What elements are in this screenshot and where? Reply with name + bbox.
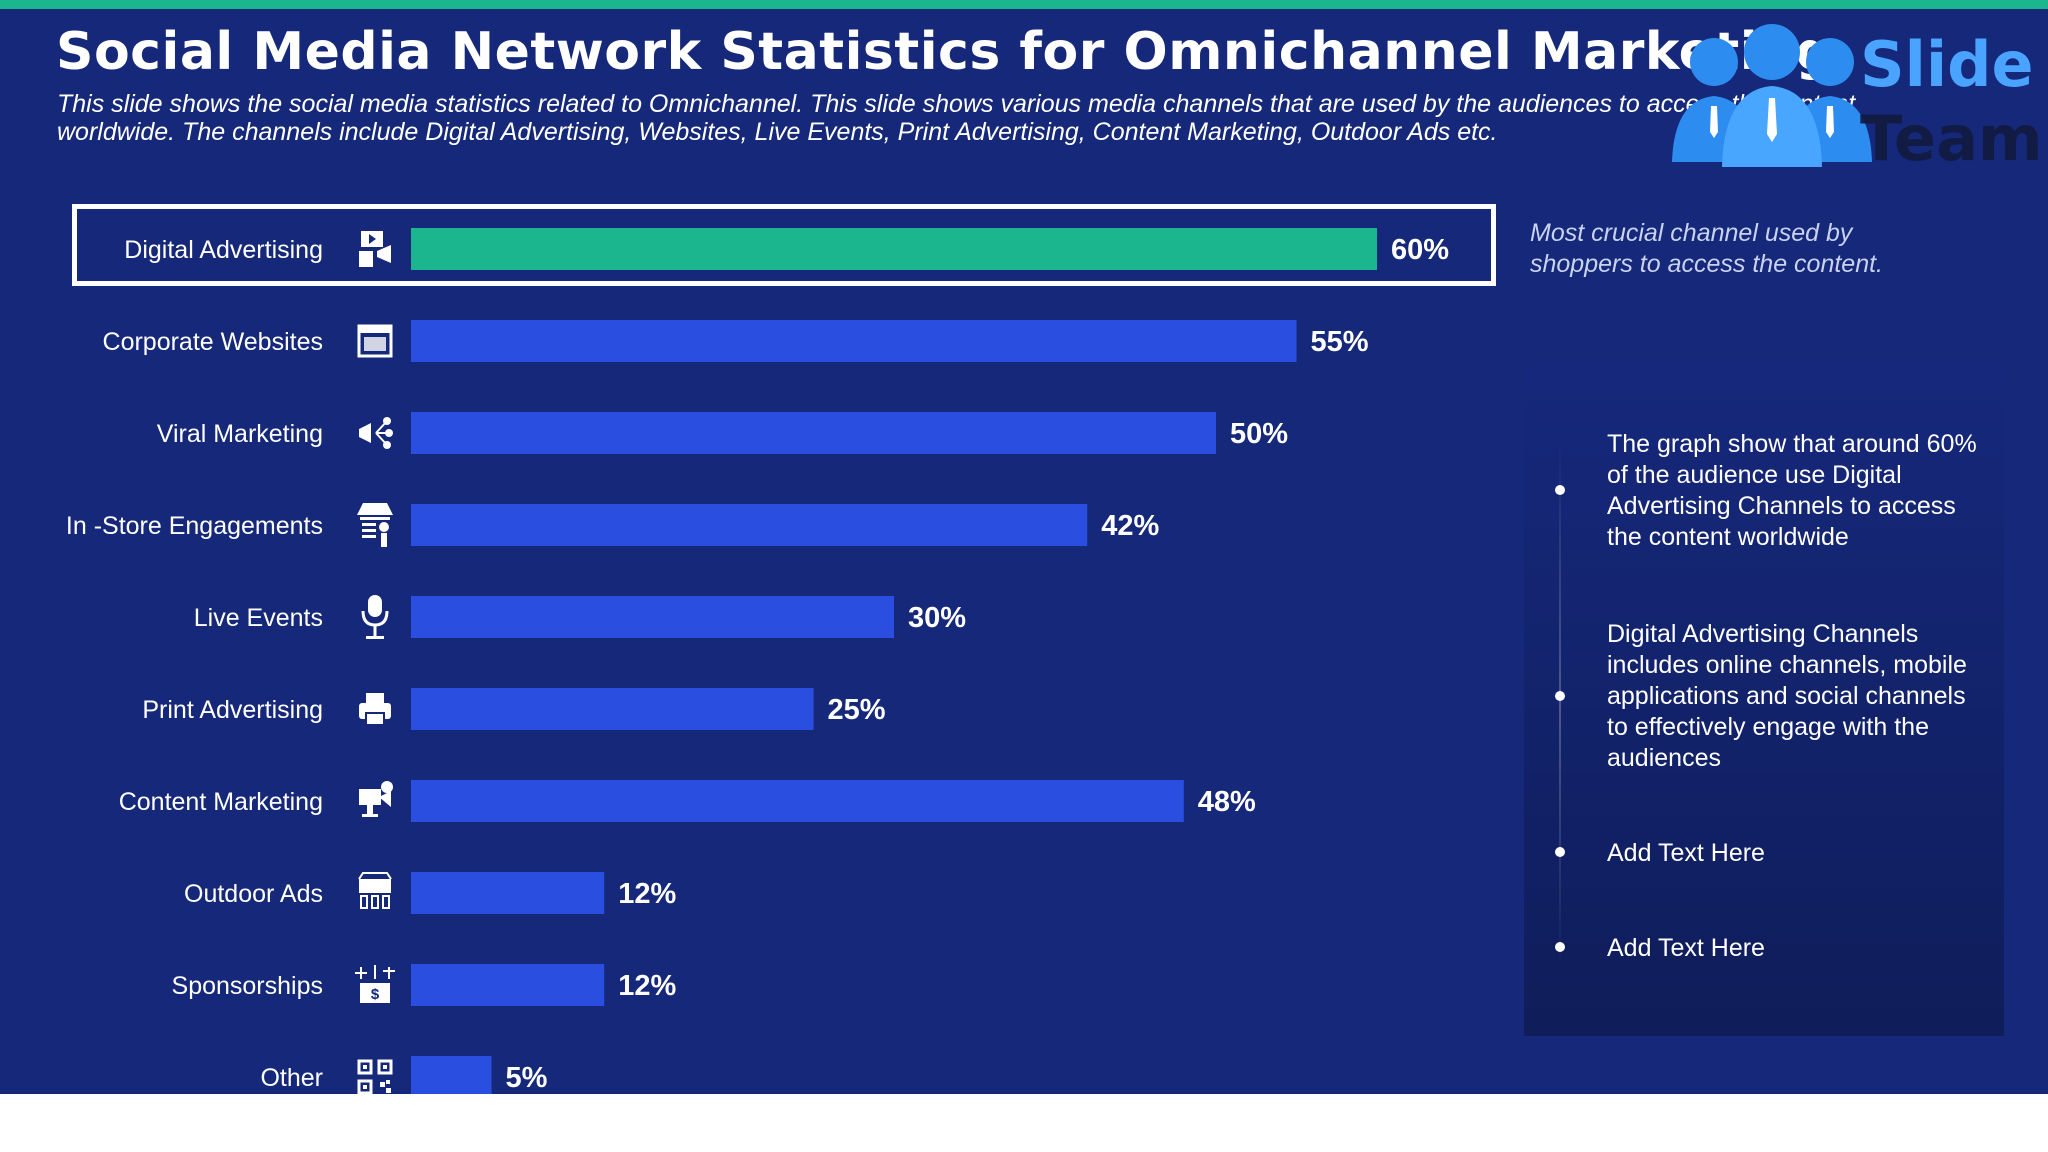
slide: Social Media Network Statistics for Omni… [0, 0, 2048, 1094]
highlight-frame [72, 204, 1496, 286]
value-label: 25% [828, 694, 886, 726]
bar [411, 596, 894, 638]
top-accent-strip [0, 0, 2048, 9]
category-label: Print Advertising [142, 696, 323, 724]
storefront-icon [357, 503, 393, 547]
content-marketing-icon [359, 781, 393, 817]
value-label: 30% [908, 602, 966, 634]
bar [411, 964, 605, 1006]
slideteam-logo-icon [1672, 24, 1872, 167]
bar [411, 228, 1377, 270]
bullet-text-4: Add Text Here [1607, 934, 1765, 962]
billboard-icon [358, 872, 392, 909]
logo-text-team: Team [1860, 102, 2043, 175]
category-label: Live Events [194, 604, 323, 632]
category-label: In -Store Engagements [66, 512, 323, 540]
printer-icon [359, 693, 391, 726]
value-label: 50% [1230, 418, 1288, 450]
microphone-icon [361, 595, 389, 639]
value-label: 60% [1391, 234, 1449, 266]
bullet-text-3: Add Text Here [1607, 839, 1765, 867]
bar [411, 872, 605, 914]
website-icon [357, 324, 393, 358]
bar [411, 1056, 492, 1094]
timeline-line [1559, 440, 1561, 970]
category-label: Outdoor Ads [184, 880, 323, 908]
bar [411, 780, 1184, 822]
value-label: 5% [506, 1062, 548, 1094]
bar-chart: Digital Advertising 60% Corporate Websites… [66, 228, 1449, 1094]
page-title: Social Media Network Statistics for Omni… [56, 22, 1834, 82]
page-subtitle: This slide shows the social media statis… [57, 90, 1856, 146]
category-label: Content Marketing [119, 788, 323, 816]
highlight-note: Most crucial channel used by shoppers to… [1530, 219, 1883, 278]
bullet-dot [1555, 942, 1565, 952]
category-label: Sponsorships [172, 972, 323, 1000]
bullet-dot [1555, 485, 1565, 495]
qr-code-icon [357, 1059, 393, 1094]
value-label: 12% [618, 878, 676, 910]
value-label: 55% [1311, 326, 1369, 358]
category-label: Other [260, 1064, 323, 1092]
insights-panel [1524, 366, 2004, 1036]
category-label: Digital Advertising [124, 236, 323, 264]
category-label: Viral Marketing [157, 420, 323, 448]
value-label: 42% [1101, 510, 1159, 542]
sponsorship-icon: $ [355, 965, 395, 1003]
bar [411, 504, 1088, 546]
value-label: 48% [1198, 786, 1256, 818]
bar [411, 688, 814, 730]
logo-text-slide: Slide [1860, 28, 2034, 101]
bar [411, 320, 1297, 362]
bullet-dot [1555, 847, 1565, 857]
bullet-text-1: The graph show that around 60% of the au… [1607, 430, 1977, 551]
category-label: Corporate Websites [103, 328, 323, 356]
digital-ad-icon [359, 231, 391, 267]
megaphone-share-icon [359, 417, 393, 449]
bullet-text-2: Digital Advertising Channels includes on… [1607, 620, 1967, 772]
svg-text:$: $ [371, 986, 380, 1003]
value-label: 12% [618, 970, 676, 1002]
bar [411, 412, 1216, 454]
bullet-dot [1555, 691, 1565, 701]
